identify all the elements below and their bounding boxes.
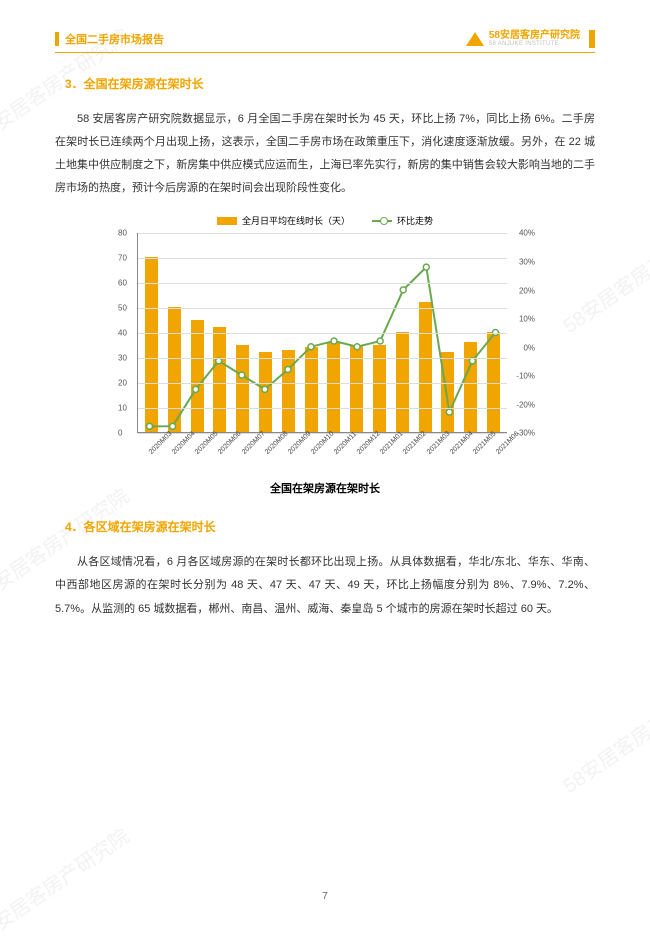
- trend-point: [193, 387, 199, 393]
- x-tick: 2020M10: [310, 442, 324, 456]
- x-tick: 2021M04: [449, 442, 463, 456]
- y-right-tick: 10%: [519, 315, 535, 324]
- x-tick: 2020M08: [264, 442, 278, 456]
- report-title: 全国二手房市场报告: [65, 31, 164, 47]
- y-left-tick: 60: [118, 279, 127, 288]
- x-tick: 2021M01: [379, 442, 393, 456]
- trend-point: [423, 265, 429, 271]
- logo-en: 58 ANJUKE INSTITUTE: [489, 41, 580, 47]
- y-right-tick: 40%: [519, 229, 535, 238]
- legend-line-label: 环比走势: [397, 214, 433, 227]
- section-3-heading: 3．全国在架房源在架时长: [65, 75, 595, 92]
- x-tick: 2020M12: [356, 442, 370, 456]
- y-right-tick: 30%: [519, 257, 535, 266]
- chart-legend: 全月日平均在线时长（天） 环比走势: [115, 214, 535, 227]
- gridline: [138, 233, 507, 234]
- trend-point: [446, 409, 452, 415]
- x-tick: 2020M06: [217, 442, 231, 456]
- logo-cn: 58安居客房产研究院: [489, 31, 580, 41]
- x-tick: 2020M11: [333, 442, 347, 456]
- x-tick: 2020M09: [287, 442, 301, 456]
- logo-block: 58安居客房产研究院 58 ANJUKE INSTITUTE: [466, 30, 595, 48]
- watermark: 58安居客房产研究院: [556, 670, 650, 798]
- watermark: 58安居客房产研究院: [0, 820, 134, 948]
- x-tick: 2020M05: [194, 442, 208, 456]
- y-left-tick: 30: [118, 354, 127, 363]
- gridline: [138, 383, 507, 384]
- x-tick: 2021M05: [472, 442, 486, 456]
- listing-duration-chart: 全月日平均在线时长（天） 环比走势 01020304050607080-30%-…: [115, 214, 535, 496]
- page-header: 全国二手房市场报告 58安居客房产研究院 58 ANJUKE INSTITUTE: [55, 30, 595, 53]
- legend-line-icon: [372, 220, 392, 222]
- x-tick: 2020M07: [241, 442, 255, 456]
- gridline: [138, 358, 507, 359]
- y-left-tick: 10: [118, 404, 127, 413]
- accent-bar: [55, 32, 59, 46]
- y-right-tick: -20%: [516, 400, 535, 409]
- y-left-tick: 0: [118, 429, 122, 438]
- page-number: 7: [0, 891, 650, 902]
- x-tick: 2020M04: [171, 442, 185, 456]
- x-tick: 2021M06: [495, 442, 509, 456]
- trend-point: [331, 338, 337, 344]
- y-right-tick: 0%: [523, 343, 535, 352]
- legend-bar-label: 全月日平均在线时长（天）: [242, 214, 350, 227]
- legend-bar-icon: [217, 217, 237, 225]
- gridline: [138, 283, 507, 284]
- trend-point: [239, 373, 245, 379]
- trend-point: [147, 424, 153, 430]
- header-end-bar: [589, 30, 595, 48]
- section-4-paragraph: 从各区域情况看，6 月各区域房源的在架时长都环比出现上扬。从具体数据看，华北/东…: [55, 551, 595, 620]
- y-left-tick: 50: [118, 304, 127, 313]
- x-tick: 2021M02: [402, 442, 416, 456]
- gridline: [138, 408, 507, 409]
- gridline: [138, 308, 507, 309]
- trend-point: [308, 344, 314, 350]
- trend-point: [377, 338, 383, 344]
- gridline: [138, 258, 507, 259]
- y-left-tick: 70: [118, 254, 127, 263]
- y-left-tick: 40: [118, 329, 127, 338]
- trend-point: [285, 367, 291, 373]
- trend-line: [150, 267, 496, 426]
- trend-point: [354, 344, 360, 350]
- logo-icon: [466, 32, 484, 46]
- x-tick: 2020M03: [148, 442, 162, 456]
- gridline: [138, 333, 507, 334]
- trend-point: [262, 387, 268, 393]
- section-3-paragraph: 58 安居客房产研究院数据显示，6 月全国二手房在架时长为 45 天，环比上扬 …: [55, 108, 595, 200]
- chart-title: 全国在架房源在架时长: [115, 480, 535, 496]
- y-right-tick: 20%: [519, 286, 535, 295]
- y-right-tick: -10%: [516, 372, 535, 381]
- trend-point: [400, 287, 406, 293]
- trend-point: [170, 424, 176, 430]
- section-4-heading: 4．各区域在架房源在架时长: [65, 518, 595, 535]
- y-left-tick: 80: [118, 229, 127, 238]
- x-tick: 2021M03: [426, 442, 440, 456]
- y-left-tick: 20: [118, 379, 127, 388]
